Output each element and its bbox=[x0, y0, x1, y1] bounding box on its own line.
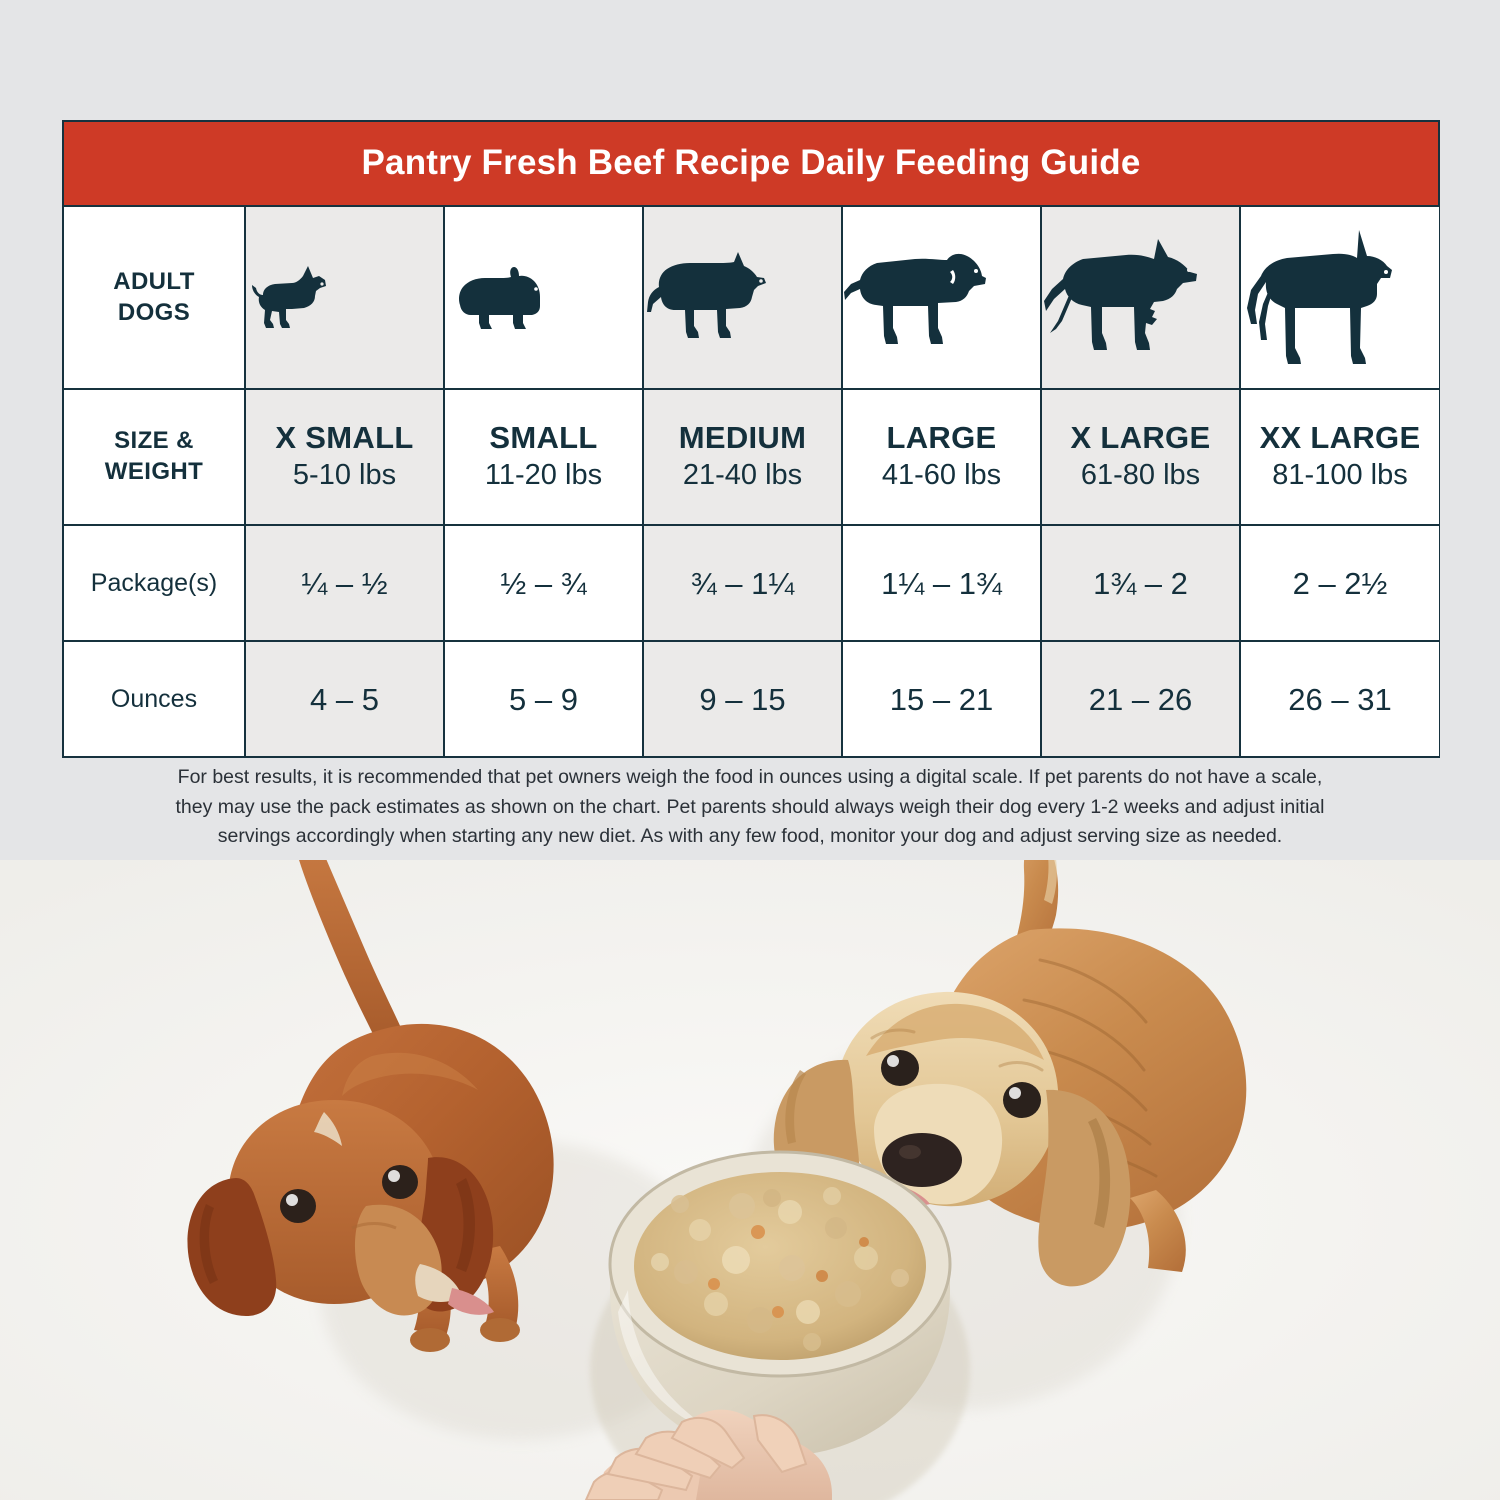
ounces-value-small: 5 – 9 bbox=[509, 681, 578, 717]
great-dane-icon bbox=[1241, 228, 1439, 368]
cell-packages-small: ½ – ¾ bbox=[444, 525, 644, 641]
size-weight-medium: 21-40 lbs bbox=[682, 459, 803, 492]
row-label-size-weight: SIZE & WEIGHT bbox=[64, 389, 246, 525]
size-name-x-large: X LARGE bbox=[1070, 419, 1211, 455]
packages-value-xx-large: 2 – 2½ bbox=[1292, 565, 1388, 601]
ounces-value-large: 15 – 21 bbox=[889, 681, 994, 717]
cell-ounces-large: 15 – 21 bbox=[842, 641, 1042, 756]
size-weight-large: 41-60 lbs bbox=[881, 459, 1002, 492]
ounces-value-medium: 9 – 15 bbox=[699, 681, 786, 717]
chart-title: Pantry Fresh Beef Recipe Daily Feeding G… bbox=[64, 122, 1438, 207]
row-label-ounces: Ounces bbox=[64, 641, 246, 756]
packages-value-small: ½ – ¾ bbox=[500, 565, 587, 601]
size-name-small: SMALL bbox=[489, 419, 598, 455]
dogs-with-food-bowl-photo bbox=[0, 860, 1500, 1500]
adult-dogs-line1: ADULT bbox=[113, 267, 195, 295]
feeding-table: ADULT DOGS bbox=[64, 207, 1439, 756]
adult-dogs-line2: DOGS bbox=[117, 298, 191, 326]
size-weight-x-small: 5-10 lbs bbox=[292, 459, 397, 492]
hand-holding-bowl bbox=[584, 1409, 832, 1500]
cell-icon-xx-large bbox=[1240, 207, 1439, 389]
size-weight-line1: SIZE & bbox=[114, 427, 194, 455]
cell-packages-xx-large: 2 – 2½ bbox=[1240, 525, 1439, 641]
row-label-adult-dogs: ADULT DOGS bbox=[64, 207, 246, 389]
cell-packages-x-large: 1¾ – 2 bbox=[1041, 525, 1241, 641]
cell-packages-medium: ¾ – 1¼ bbox=[643, 525, 843, 641]
cell-packages-x-small: ¼ – ½ bbox=[245, 525, 445, 641]
cell-packages-large: 1¼ – 1¾ bbox=[842, 525, 1042, 641]
cell-ounces-small: 5 – 9 bbox=[444, 641, 644, 756]
french-bulldog-icon bbox=[445, 259, 642, 337]
packages-value-large: 1¼ – 1¾ bbox=[881, 565, 1002, 601]
size-name-x-small: X SMALL bbox=[275, 419, 414, 455]
cell-icon-small bbox=[444, 207, 644, 389]
long-haired-dachshund bbox=[773, 860, 1247, 1287]
packages-value-x-large: 1¾ – 2 bbox=[1093, 565, 1188, 601]
cell-icon-large bbox=[842, 207, 1042, 389]
row-label-packages: Package(s) bbox=[64, 525, 246, 641]
size-weight-x-large: 61-80 lbs bbox=[1080, 459, 1201, 492]
cell-size-large: LARGE 41-60 lbs bbox=[842, 389, 1042, 525]
cell-size-medium: MEDIUM 21-40 lbs bbox=[643, 389, 843, 525]
cell-size-x-small: X SMALL 5-10 lbs bbox=[245, 389, 445, 525]
ounces-value-x-large: 21 – 26 bbox=[1088, 681, 1193, 717]
packages-value-x-small: ¼ – ½ bbox=[301, 565, 388, 601]
cell-icon-x-large bbox=[1041, 207, 1241, 389]
cell-size-xx-large: XX LARGE 81-100 lbs bbox=[1240, 389, 1439, 525]
size-name-medium: MEDIUM bbox=[678, 419, 807, 455]
cell-size-x-large: X LARGE 61-80 lbs bbox=[1041, 389, 1241, 525]
ounces-value-x-small: 4 – 5 bbox=[310, 681, 379, 717]
size-name-xx-large: XX LARGE bbox=[1259, 419, 1421, 455]
ounces-value-xx-large: 26 – 31 bbox=[1288, 681, 1392, 717]
size-weight-line2: WEIGHT bbox=[104, 458, 204, 485]
cell-icon-x-small bbox=[245, 207, 445, 389]
cell-ounces-x-small: 4 – 5 bbox=[245, 641, 445, 756]
table-row-adult-dogs: ADULT DOGS bbox=[64, 207, 1439, 389]
size-weight-xx-large: 81-100 lbs bbox=[1272, 459, 1408, 492]
cell-icon-medium bbox=[643, 207, 843, 389]
table-row-size-weight: SIZE & WEIGHT X SMALL 5-10 lbs SMALL 11-… bbox=[64, 389, 1439, 525]
cell-ounces-x-large: 21 – 26 bbox=[1041, 641, 1241, 756]
packages-value-medium: ¾ – 1¼ bbox=[690, 565, 795, 601]
labrador-icon bbox=[843, 244, 1040, 352]
table-row-packages: Package(s) ¼ – ½ ½ – ¾ ¾ – 1¼ 1¼ – 1¾ 1¾… bbox=[64, 525, 1439, 641]
feeding-guide-footnote: For best results, it is recommended that… bbox=[175, 766, 1325, 848]
short-haired-dachshund bbox=[187, 860, 554, 1352]
chihuahua-icon bbox=[246, 262, 443, 334]
size-weight-small: 11-20 lbs bbox=[484, 459, 603, 492]
german-shepherd-icon bbox=[1042, 237, 1239, 359]
feeding-guide-chart: Pantry Fresh Beef Recipe Daily Feeding G… bbox=[62, 120, 1440, 758]
cell-ounces-xx-large: 26 – 31 bbox=[1240, 641, 1439, 756]
table-row-ounces: Ounces 4 – 5 5 – 9 9 – 15 15 – 21 21 – 2… bbox=[64, 641, 1439, 756]
cell-ounces-medium: 9 – 15 bbox=[643, 641, 843, 756]
pitbull-icon bbox=[644, 250, 841, 346]
cell-size-small: SMALL 11-20 lbs bbox=[444, 389, 644, 525]
size-name-large: LARGE bbox=[886, 419, 997, 455]
